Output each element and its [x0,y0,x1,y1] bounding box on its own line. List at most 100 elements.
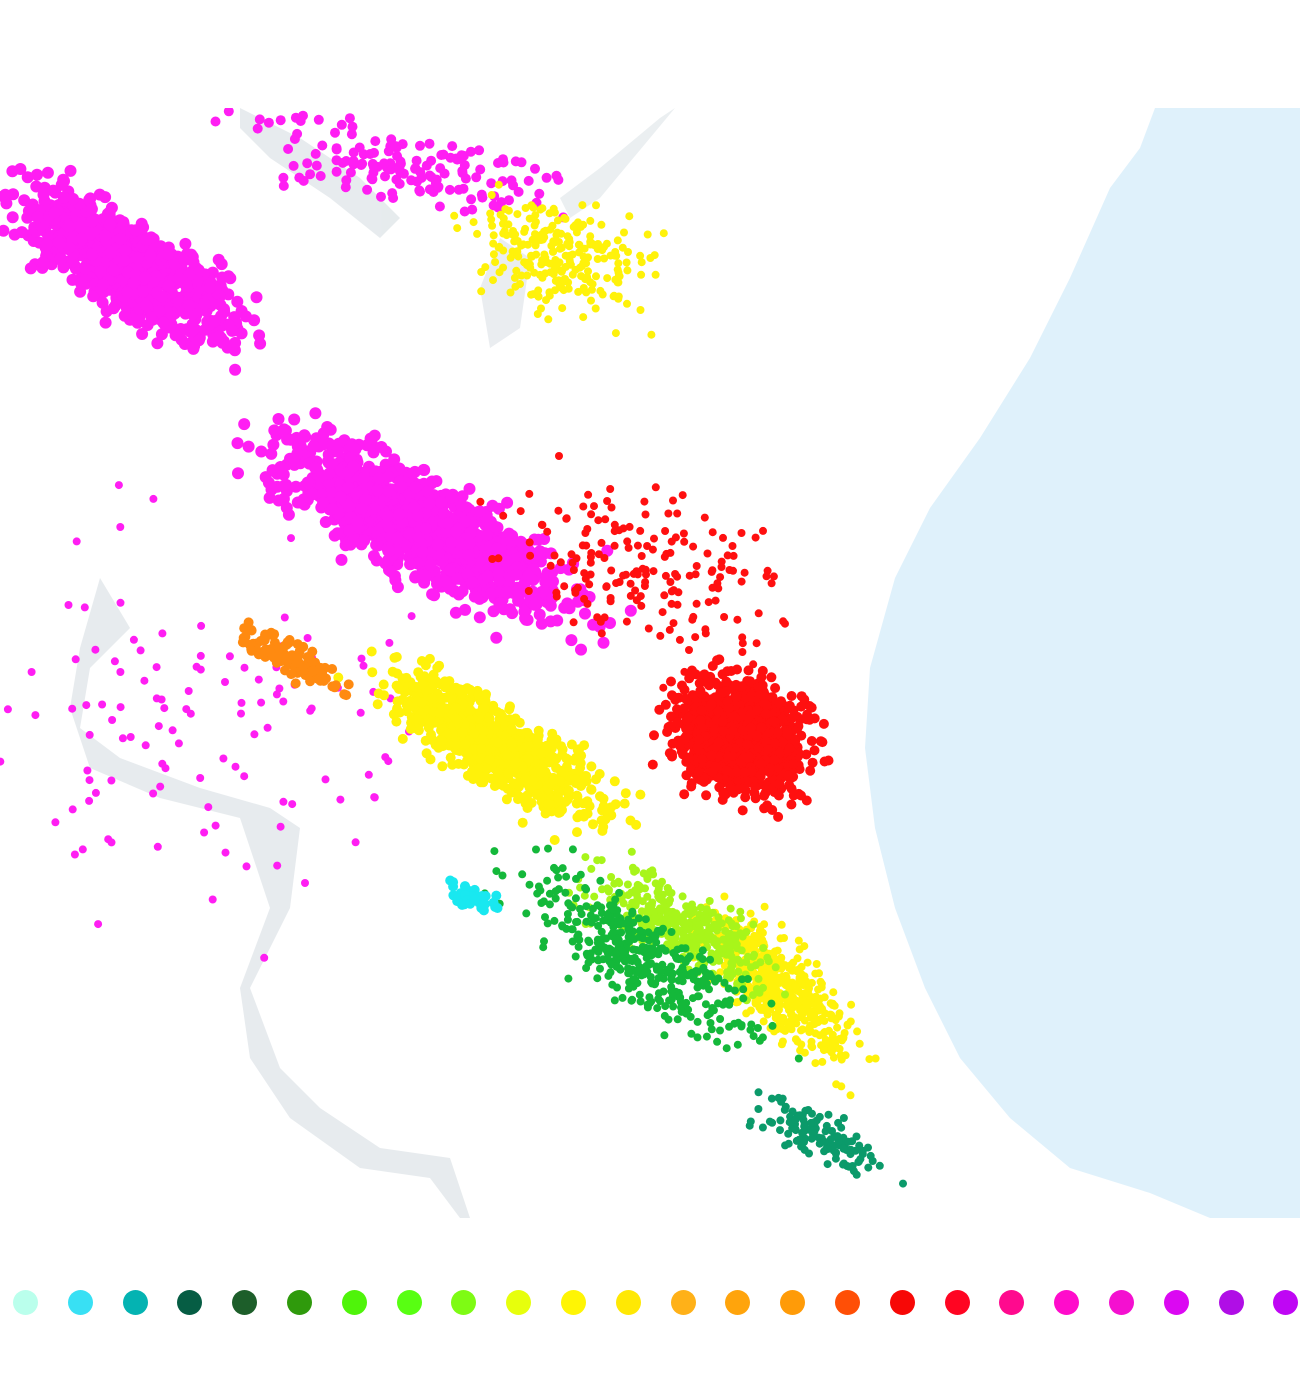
data-point [75,277,87,290]
data-point [153,842,162,851]
data-point [85,776,94,785]
data-point [307,440,320,453]
data-point [118,734,127,743]
data-point [555,452,563,460]
data-point [116,523,125,531]
data-point [729,551,738,560]
data-point [570,774,581,785]
data-point [426,155,437,166]
data-point [307,704,316,713]
data-point [750,793,761,804]
data-point [569,618,578,627]
data-point [369,147,379,158]
data-point [18,194,31,207]
data-point [818,718,829,729]
data-point [556,558,565,567]
data-point [809,713,820,724]
data-point [531,789,542,800]
data-point [729,566,737,575]
data-point [684,752,695,763]
data-point [706,699,717,710]
data-point [708,583,717,592]
data-point [302,158,313,169]
data-point [331,143,342,154]
data-point [388,709,399,720]
data-point [548,774,559,785]
data-point [719,533,727,542]
data-point [424,559,437,572]
data-point [788,759,799,769]
data-point [543,527,552,536]
data-point [168,726,177,735]
data-point [107,776,116,785]
data-point [746,722,757,733]
data-point [331,155,342,166]
data-point [594,516,603,525]
data-point [420,660,431,671]
data-point [317,140,328,151]
data-point [603,497,612,505]
data-point [532,533,545,546]
data-point [481,689,491,700]
data-point [408,501,421,514]
data-point [368,161,379,172]
data-point [388,453,401,466]
data-point [37,256,50,269]
data-point [501,794,512,805]
data-point [347,121,358,132]
data-point [449,606,462,619]
data-point [673,509,682,518]
data-point [579,607,591,620]
data-point [426,729,436,740]
data-point [291,447,304,460]
data-point [667,751,677,762]
data-point [620,788,631,799]
data-point [707,567,716,576]
data-point [606,597,615,606]
data-point [411,714,422,724]
data-point [94,920,103,929]
data-point [463,537,476,550]
data-point [310,148,321,159]
data-point [532,734,543,745]
data-point [774,698,785,709]
data-point [152,663,161,672]
data-point [757,665,768,676]
data-point [704,598,713,607]
data-point [210,116,221,127]
data-point [664,509,673,518]
data-point [443,582,456,595]
data-point [139,271,152,284]
data-point [373,472,386,485]
data-point [83,766,92,775]
data-point [721,676,732,687]
data-point [594,550,603,559]
data-point [455,499,468,512]
data-point [718,788,729,799]
data-point [699,669,710,680]
data-point [416,546,429,559]
data-point [433,181,444,192]
data-point [596,617,605,626]
data-point [105,246,117,259]
data-point [263,117,274,128]
data-point [812,960,821,968]
data-point [516,157,527,168]
data-point [341,175,352,186]
data-point [805,765,816,776]
map[interactable] [0,108,1300,1218]
data-point [280,613,289,622]
data-point [254,675,263,684]
data-point [680,537,689,546]
data-point [339,539,352,552]
data-point [387,188,398,199]
data-point [157,316,170,329]
data-point [70,850,79,859]
data-point [714,654,725,665]
data-point [738,648,747,656]
data-point [490,631,503,644]
data-point [197,621,206,630]
data-point [679,703,690,714]
data-point [724,702,734,713]
data-point [161,764,170,773]
